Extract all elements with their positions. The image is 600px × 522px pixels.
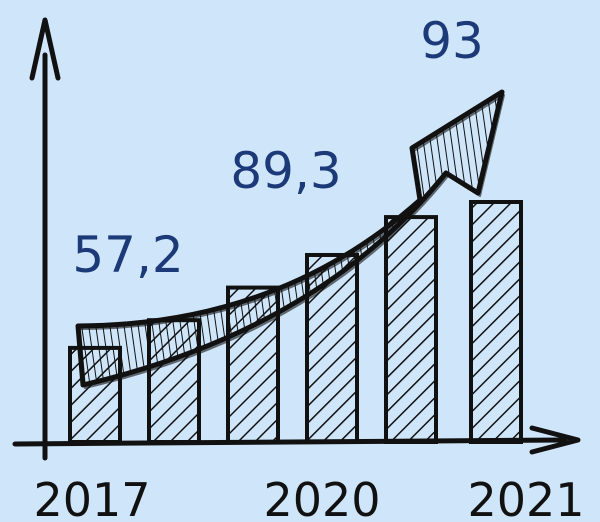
y-axis — [29, 17, 61, 461]
data-label-2017: 57,2 — [72, 226, 183, 284]
data-label-2021: 93 — [420, 12, 484, 70]
y-axis-arrowhead — [29, 17, 61, 81]
tick-label-2020: 2020 — [263, 473, 380, 522]
tick-labels-group: 2017 2020 2021 — [33, 473, 584, 522]
bar-2020b — [384, 215, 438, 444]
data-label-2020: 89,3 — [230, 142, 341, 200]
trend-arrow — [75, 89, 505, 389]
x-axis-arrowhead — [529, 425, 581, 455]
tick-label-2021: 2021 — [467, 473, 584, 522]
tick-label-2017: 2017 — [33, 473, 150, 522]
bar-2021 — [469, 200, 523, 444]
bar-2020 — [305, 252, 359, 444]
annotations-group: 57,2 89,3 93 — [72, 12, 483, 284]
